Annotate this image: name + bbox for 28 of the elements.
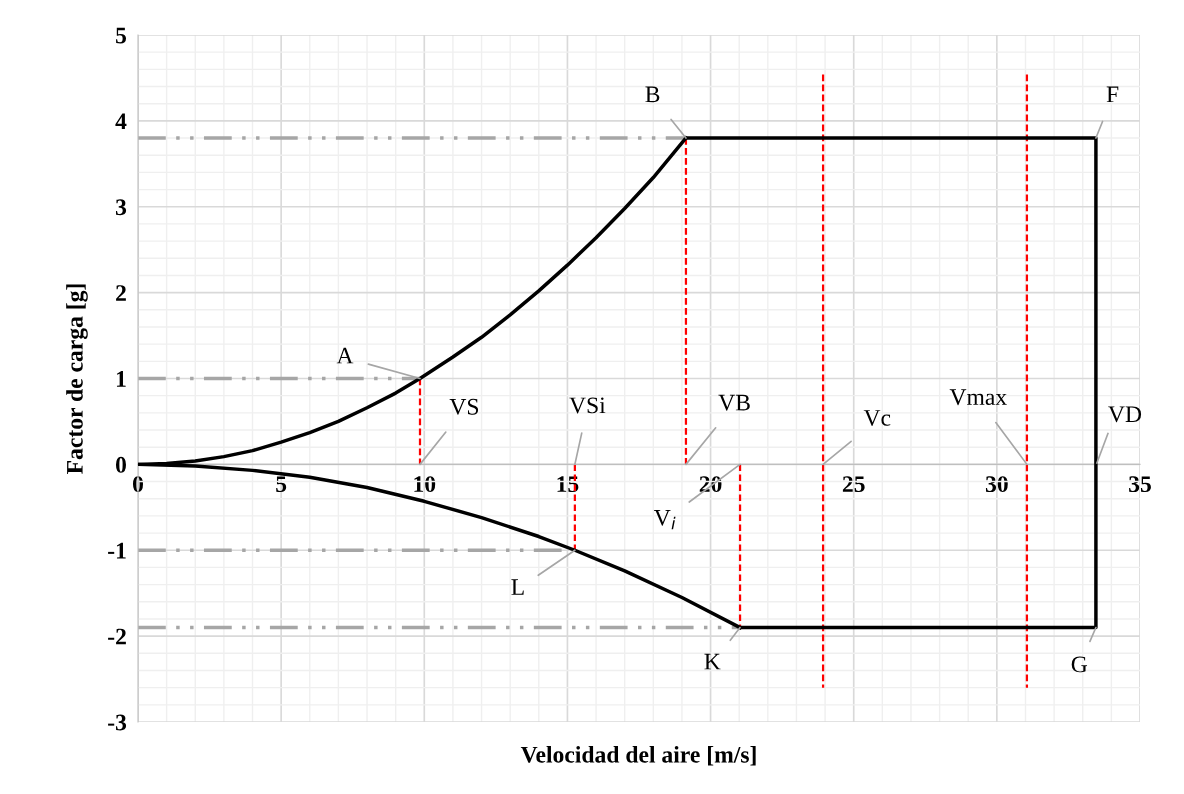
annotation: VB <box>718 394 750 411</box>
annotation: K <box>704 653 721 670</box>
y-axis-title: Factor de carga [g] <box>66 284 88 474</box>
y-tick-label: -1 <box>108 542 126 559</box>
x-tick-label: 0 <box>133 476 143 493</box>
annotation: VSi <box>569 397 606 414</box>
annotation: Vc <box>863 410 891 426</box>
y-tick-label: 0 <box>115 456 126 473</box>
annotation: VS <box>449 398 479 415</box>
annotation: V$_{i}$ <box>653 510 676 530</box>
y-tick-label: -3 <box>108 714 127 731</box>
y-tick-label: 4 <box>115 113 127 130</box>
x-axis-title: Velocidad del aire [m/s] <box>520 746 756 766</box>
annotation: G <box>1071 656 1088 673</box>
x-tick-label: 35 <box>1129 476 1151 493</box>
x-tick-label: 25 <box>842 476 865 493</box>
annotation: B <box>645 86 660 103</box>
y-tick-label: 2 <box>116 285 126 301</box>
y-tick-label: 3 <box>115 199 127 216</box>
y-tick-label: -2 <box>108 628 126 645</box>
annotation: VD <box>1108 406 1142 423</box>
annotation: A <box>336 347 354 364</box>
annotation: Vmax <box>949 389 1007 406</box>
x-tick-label: 5 <box>276 476 287 493</box>
annotation: L <box>511 579 524 595</box>
annotation: F <box>1106 86 1119 103</box>
y-tick-label: 5 <box>116 27 127 44</box>
y-tick-label: 1 <box>116 371 126 387</box>
